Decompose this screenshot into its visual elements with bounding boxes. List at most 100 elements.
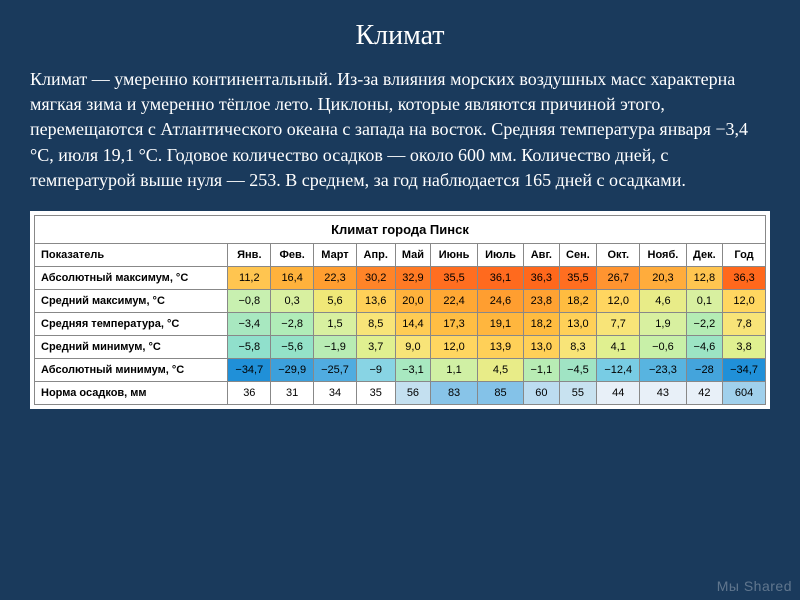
data-cell: 32,9 (395, 266, 431, 289)
month-header: Год (723, 243, 766, 266)
data-cell: 20,0 (395, 289, 431, 312)
data-cell: 36,1 (477, 266, 523, 289)
data-cell: 34 (314, 381, 357, 404)
data-cell: −0,8 (228, 289, 271, 312)
month-header: Апр. (356, 243, 395, 266)
data-cell: 11,2 (228, 266, 271, 289)
data-cell: −0,6 (640, 335, 686, 358)
row-label: Средний минимум, °C (35, 335, 228, 358)
data-cell: −1,1 (524, 358, 559, 381)
data-cell: 4,1 (597, 335, 640, 358)
data-cell: 36,3 (723, 266, 766, 289)
data-cell: 14,4 (395, 312, 431, 335)
table-row: Средняя температура, °C−3,4−2,81,58,514,… (35, 312, 766, 335)
month-header: Июнь (431, 243, 477, 266)
data-cell: 83 (431, 381, 477, 404)
data-cell: 0,1 (686, 289, 722, 312)
data-cell: 5,6 (314, 289, 357, 312)
watermark: Мы Shared (717, 578, 792, 594)
data-cell: 0,3 (271, 289, 314, 312)
data-cell: −25,7 (314, 358, 357, 381)
data-cell: −28 (686, 358, 722, 381)
data-cell: 35,5 (431, 266, 477, 289)
data-cell: −34,7 (723, 358, 766, 381)
data-cell: −23,3 (640, 358, 686, 381)
row-label: Абсолютный минимум, °C (35, 358, 228, 381)
climate-table-container: Климат города Пинск Показатель Янв.Фев.М… (30, 211, 770, 409)
data-cell: −2,8 (271, 312, 314, 335)
data-cell: 44 (597, 381, 640, 404)
row-label: Средняя температура, °C (35, 312, 228, 335)
row-label: Норма осадков, мм (35, 381, 228, 404)
data-cell: 12,8 (686, 266, 722, 289)
data-cell: 35,5 (559, 266, 597, 289)
month-header: Май (395, 243, 431, 266)
data-cell: −12,4 (597, 358, 640, 381)
data-cell: 16,4 (271, 266, 314, 289)
data-cell: 19,1 (477, 312, 523, 335)
month-header: Окт. (597, 243, 640, 266)
data-cell: −1,9 (314, 335, 357, 358)
data-cell: 13,0 (559, 312, 597, 335)
data-cell: 13,0 (524, 335, 559, 358)
data-cell: 7,7 (597, 312, 640, 335)
month-header: Нояб. (640, 243, 686, 266)
data-cell: 7,8 (723, 312, 766, 335)
data-cell: 26,7 (597, 266, 640, 289)
data-cell: 3,8 (723, 335, 766, 358)
data-cell: 18,2 (524, 312, 559, 335)
data-cell: −4,5 (559, 358, 597, 381)
data-cell: 604 (723, 381, 766, 404)
data-cell: 12,0 (597, 289, 640, 312)
table-row: Средний минимум, °C−5,8−5,6−1,93,79,012,… (35, 335, 766, 358)
table-row: Норма осадков, мм36313435568385605544434… (35, 381, 766, 404)
data-cell: 12,0 (723, 289, 766, 312)
data-cell: 3,7 (356, 335, 395, 358)
data-cell: 12,0 (431, 335, 477, 358)
month-header: Дек. (686, 243, 722, 266)
data-cell: −2,2 (686, 312, 722, 335)
data-cell: −3,4 (228, 312, 271, 335)
data-cell: 22,3 (314, 266, 357, 289)
table-row: Абсолютный минимум, °C−34,7−29,9−25,7−9−… (35, 358, 766, 381)
row-label: Средний максимум, °C (35, 289, 228, 312)
data-cell: 23,8 (524, 289, 559, 312)
data-cell: 8,5 (356, 312, 395, 335)
data-cell: 17,3 (431, 312, 477, 335)
climate-table: Климат города Пинск Показатель Янв.Фев.М… (34, 215, 766, 405)
data-cell: −9 (356, 358, 395, 381)
table-row: Абсолютный максимум, °C11,216,422,330,23… (35, 266, 766, 289)
data-cell: 4,6 (640, 289, 686, 312)
table-row: Средний максимум, °C−0,80,35,613,620,022… (35, 289, 766, 312)
data-cell: 13,6 (356, 289, 395, 312)
data-cell: 1,1 (431, 358, 477, 381)
data-cell: 31 (271, 381, 314, 404)
data-cell: 22,4 (431, 289, 477, 312)
data-cell: 30,2 (356, 266, 395, 289)
data-cell: −3,1 (395, 358, 431, 381)
row-label: Абсолютный максимум, °C (35, 266, 228, 289)
data-cell: −5,6 (271, 335, 314, 358)
body-paragraph: Климат — умеренно континентальный. Из-за… (30, 67, 770, 193)
data-cell: 43 (640, 381, 686, 404)
data-cell: 60 (524, 381, 559, 404)
data-cell: 4,5 (477, 358, 523, 381)
table-title: Климат города Пинск (35, 215, 766, 243)
data-cell: 13,9 (477, 335, 523, 358)
data-cell: 55 (559, 381, 597, 404)
data-cell: 42 (686, 381, 722, 404)
data-cell: −4,6 (686, 335, 722, 358)
month-header: Янв. (228, 243, 271, 266)
data-cell: 85 (477, 381, 523, 404)
data-cell: 24,6 (477, 289, 523, 312)
month-header: Фев. (271, 243, 314, 266)
header-label: Показатель (35, 243, 228, 266)
data-cell: 56 (395, 381, 431, 404)
month-header: Авг. (524, 243, 559, 266)
month-header: Март (314, 243, 357, 266)
data-cell: 1,9 (640, 312, 686, 335)
data-cell: −5,8 (228, 335, 271, 358)
data-cell: −29,9 (271, 358, 314, 381)
data-cell: 8,3 (559, 335, 597, 358)
data-cell: 1,5 (314, 312, 357, 335)
